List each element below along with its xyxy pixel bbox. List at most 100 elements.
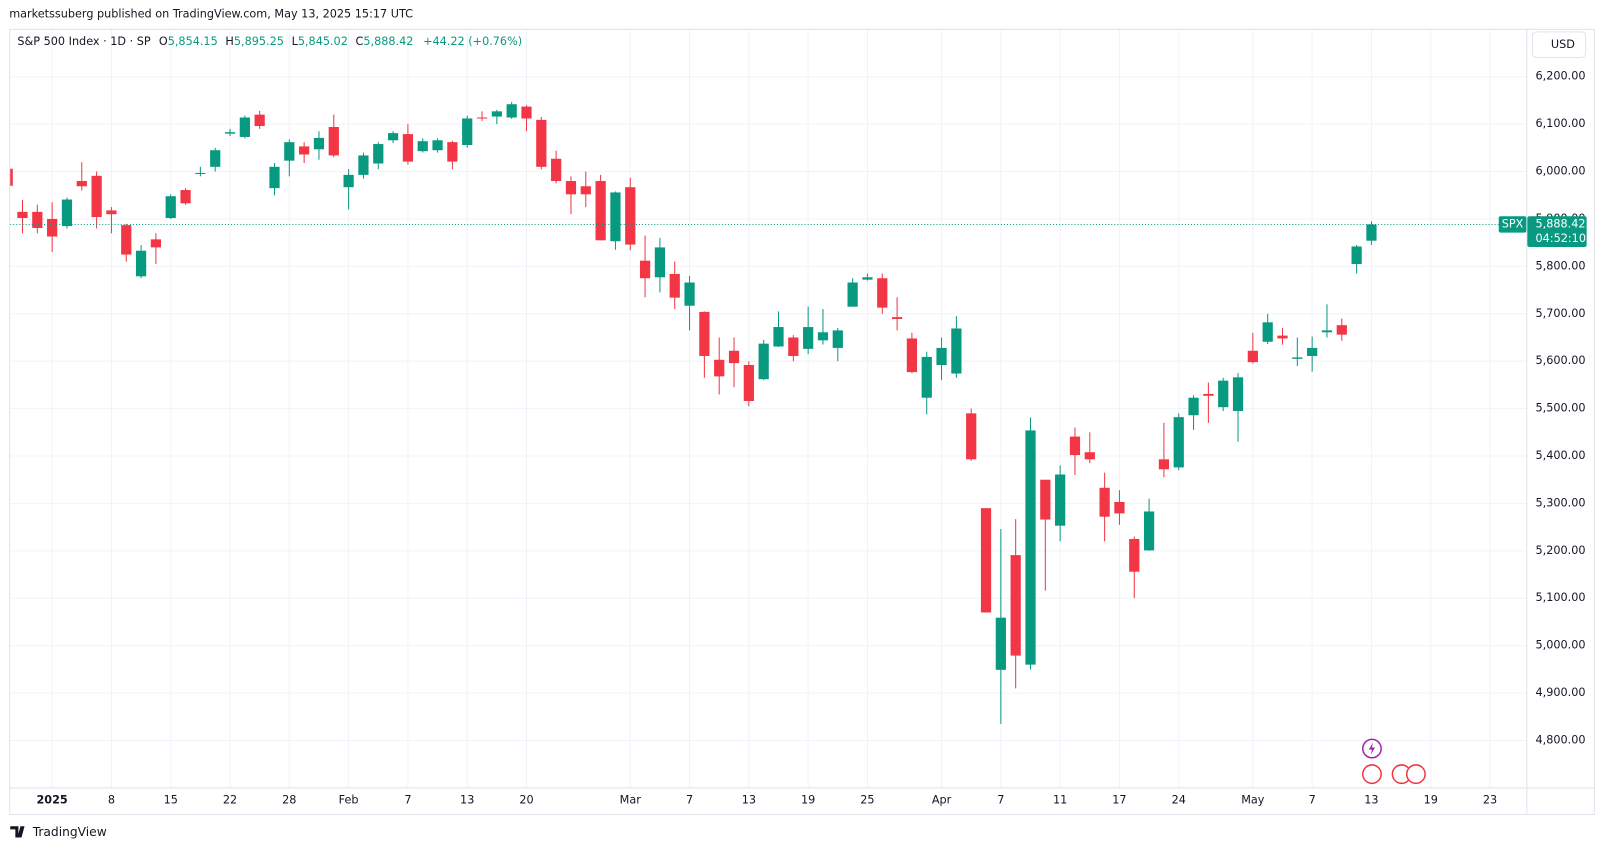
candle-body [1040,479,1051,520]
candle-body [10,168,13,186]
candle-body [1055,474,1066,526]
candle-body [1099,487,1110,517]
candle-body [432,140,443,151]
candle-body [417,141,428,152]
legend-key: O [159,35,168,48]
candle-body [951,328,962,374]
event-icon[interactable] [1361,764,1382,785]
x-tick-label: 2025 [36,794,67,807]
x-tick-label: 13 [1364,794,1378,807]
candle-body [313,137,325,150]
frame [9,28,1595,816]
y-tick-label: 5,000.00 [1536,639,1586,652]
candle-body [743,364,754,402]
candle-body [610,192,621,242]
x-tick-label: 20 [519,794,533,807]
candle-body [1025,430,1036,665]
candle-body [195,172,206,174]
candle-body [61,199,73,227]
candle-body [284,142,295,161]
currency-label: USD [1551,38,1575,51]
y-tick-label: 5,200.00 [1536,544,1586,557]
y-tick-label: 5,500.00 [1536,402,1586,415]
candle-body [1203,393,1214,396]
y-tick-label: 5,100.00 [1536,591,1586,604]
x-tick-label: 7 [997,794,1004,807]
candle-body [491,111,502,117]
x-tick-label: May [1241,794,1265,807]
candle-body [832,330,843,348]
x-tick-label: Mar [620,794,642,807]
event-icon[interactable] [1405,764,1426,785]
candle-body [654,247,666,278]
legend-ohlc: O5,854.15 H5,895.25 L5,845.02 C5,888.42 … [159,35,522,48]
candle-body [358,155,369,175]
candle-body [595,181,606,241]
candles [10,101,1527,724]
x-tick-label: 25 [860,794,874,807]
candle-body [773,327,784,347]
candle-body [565,181,577,195]
candle-body [1366,224,1377,241]
publish-info: marketssuberg published on TradingView.c… [9,8,413,21]
price-label: 5,888.42 [1536,217,1586,230]
legend-key: L [292,35,299,48]
candle-body [343,174,354,188]
y-tick-label: 5,800.00 [1536,259,1586,272]
candle-body [269,166,280,189]
symbol-label: SPX [1502,217,1524,230]
candle-body [32,211,43,228]
candle-body [921,356,932,398]
legend-title: S&P 500 Index · 1D · SP [17,35,151,48]
candle-body [1321,330,1333,333]
candle-body [1351,246,1362,265]
candle-body [1114,502,1125,514]
candle-body [1277,335,1288,339]
y-tick-label: 5,400.00 [1536,449,1586,462]
y-tick-label: 5,700.00 [1536,307,1586,320]
x-tick-label: 7 [404,794,411,807]
candle-body [521,106,532,119]
event-icons [1361,738,1426,785]
candle-body [1158,459,1170,470]
candle-body [551,158,562,182]
candle-body [121,225,132,255]
candle-body [980,508,992,613]
candle-body [966,413,977,460]
countdown-label: 04:52:10 [1536,232,1586,245]
candle-body [180,190,191,204]
y-tick-label: 5,300.00 [1536,496,1586,509]
candle-body [995,617,1006,670]
x-tick-label: Apr [932,794,952,807]
legend: S&P 500 Index · 1D · SP O5,854.15 H5,895… [17,35,522,48]
candle-body [210,150,221,167]
candle-body [373,144,384,164]
price-badge [1527,216,1587,247]
x-tick-label: 23 [1483,794,1497,807]
candle-body [803,327,814,349]
candle-body [476,117,488,119]
candle-body [91,175,102,218]
candle-body [17,211,28,219]
x-tick-label: Feb [339,794,359,807]
currency-button[interactable] [1531,31,1587,58]
candle-body [254,114,265,127]
candle-body [862,277,873,280]
x-tick-label: 28 [282,794,296,807]
candle-body [669,273,680,298]
legend-key: H [225,35,233,48]
candle-body [1084,452,1095,460]
candle-body [239,117,250,137]
candle-body [639,260,651,279]
candle-body [1069,436,1081,456]
candle-body [1173,417,1184,468]
candle-body [1129,538,1140,572]
candle-body [106,210,117,215]
candle-body [328,126,339,156]
legend-change: +44.22 (+0.76%) [423,35,522,48]
x-tick-label: 7 [686,794,693,807]
y-tick-label: 6,000.00 [1536,165,1586,178]
candle-body [1336,325,1347,335]
